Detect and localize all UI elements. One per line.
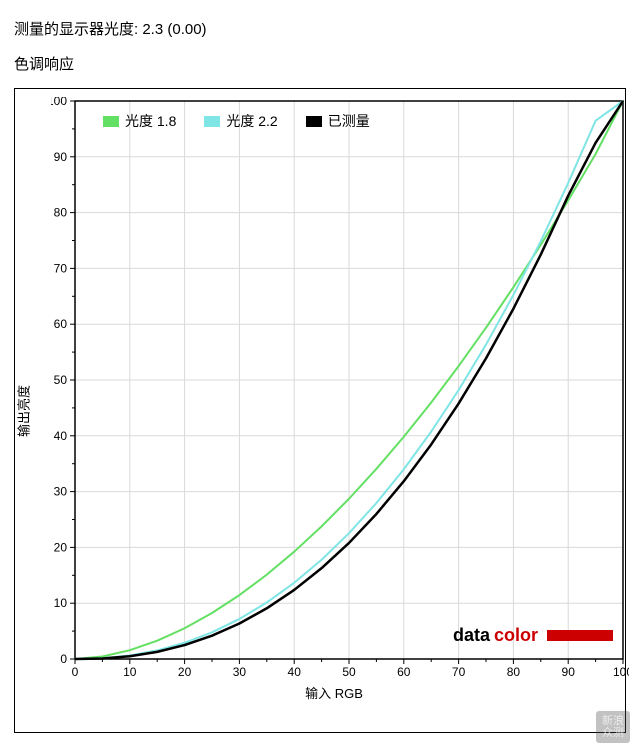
svg-text:70: 70: [54, 261, 68, 275]
svg-text:100: 100: [613, 665, 629, 677]
chart-container: 输出亮度 光度 1.8 光度 2.2 已测量 0 10 20 30 40 50 60 70 80 90…: [14, 88, 626, 733]
svg-text:60: 60: [54, 317, 68, 331]
y-axis-label: 输出亮度: [14, 384, 33, 436]
brand-bar: [547, 630, 613, 641]
svg-text:90: 90: [54, 150, 68, 164]
svg-text:30: 30: [233, 665, 247, 677]
subtitle: 色调响应: [14, 53, 626, 74]
svg-text:80: 80: [54, 206, 68, 220]
legend-label: 已测量: [328, 111, 370, 131]
legend-item-1: 光度 2.2: [204, 111, 277, 131]
legend-label: 光度 2.2: [226, 111, 277, 131]
svg-text:50: 50: [54, 373, 68, 387]
measured-gamma-label: 测量的显示器光度: 2.3 (0.00): [14, 18, 626, 39]
svg-text:20: 20: [54, 540, 68, 554]
legend-swatch: [103, 116, 119, 127]
legend: 光度 1.8 光度 2.2 已测量: [103, 111, 370, 131]
svg-text:60: 60: [397, 665, 411, 677]
chart-svg: 0 10 20 30 40 50 60 70 80 90 100 0 10 20 30 40 50 60 70 80 9…: [51, 97, 629, 677]
svg-text:0: 0: [72, 665, 79, 677]
legend-swatch: [306, 116, 322, 127]
brand-text-data: data: [453, 625, 491, 645]
legend-label: 光度 1.8: [125, 111, 176, 131]
svg-text:40: 40: [54, 429, 68, 443]
legend-swatch: [204, 116, 220, 127]
watermark: 新浪 众测: [596, 711, 630, 743]
watermark-line1: 新浪: [602, 715, 624, 727]
svg-text:10: 10: [54, 596, 68, 610]
svg-text:100: 100: [51, 97, 67, 108]
svg-text:90: 90: [562, 665, 576, 677]
svg-text:70: 70: [452, 665, 466, 677]
svg-text:10: 10: [123, 665, 137, 677]
svg-text:80: 80: [507, 665, 521, 677]
svg-text:20: 20: [178, 665, 192, 677]
x-axis-label: 输入 RGB: [51, 683, 617, 702]
legend-item-0: 光度 1.8: [103, 111, 176, 131]
legend-item-2: 已测量: [306, 111, 370, 131]
svg-text:40: 40: [288, 665, 302, 677]
brand-text-color: color: [494, 625, 538, 645]
svg-text:30: 30: [54, 485, 68, 499]
watermark-line2: 众测: [602, 727, 624, 739]
plot-area: 光度 1.8 光度 2.2 已测量 0 10 20 30 40 50 60 70 80 90 100 0 1…: [51, 97, 617, 677]
svg-text:50: 50: [342, 665, 356, 677]
svg-text:0: 0: [60, 652, 67, 666]
